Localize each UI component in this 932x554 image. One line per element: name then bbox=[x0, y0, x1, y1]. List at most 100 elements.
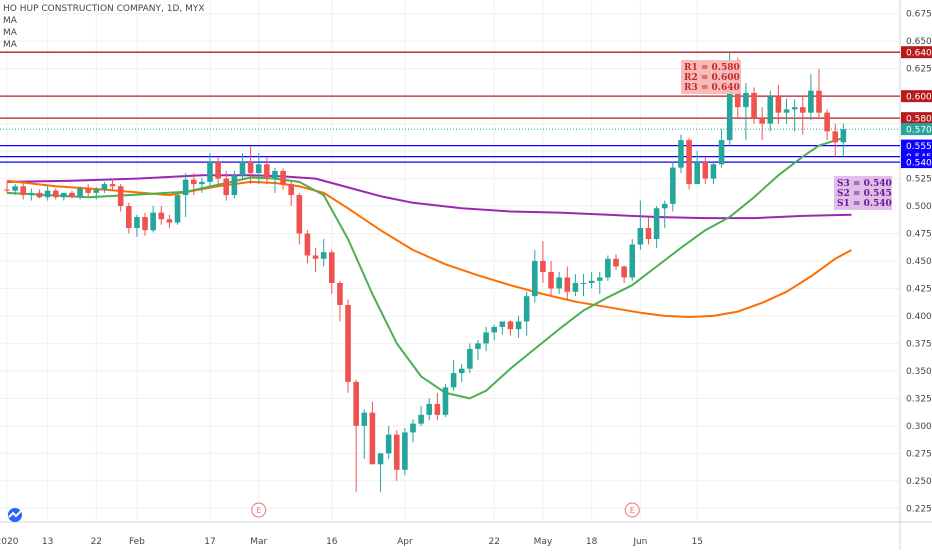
candle-body bbox=[255, 164, 262, 174]
candle-body bbox=[215, 162, 221, 179]
annotation-line: R3 = 0.640 bbox=[684, 83, 740, 93]
candle-body bbox=[304, 233, 311, 256]
candle-body bbox=[369, 412, 376, 465]
candle-body bbox=[653, 208, 660, 240]
candle bbox=[142, 212, 148, 236]
candle-body bbox=[69, 192, 75, 198]
candle-body bbox=[499, 321, 506, 327]
x-tick-label: 2020 bbox=[0, 537, 19, 547]
candle-body bbox=[670, 167, 676, 204]
candle-body bbox=[767, 96, 774, 124]
candle bbox=[385, 425, 392, 459]
x-tick-label: May bbox=[534, 537, 553, 547]
candle-body bbox=[588, 280, 595, 283]
candle-body bbox=[450, 373, 457, 388]
candle bbox=[637, 200, 644, 251]
candles bbox=[4, 52, 847, 492]
candle-body bbox=[613, 258, 619, 267]
candle bbox=[767, 90, 774, 132]
y-tick-label: 0.675 bbox=[906, 10, 932, 20]
annotation-line: R2 = 0.600 bbox=[684, 73, 740, 83]
candle-body bbox=[718, 140, 725, 165]
candle bbox=[653, 206, 660, 248]
candle bbox=[718, 129, 725, 168]
annotation-bg bbox=[834, 176, 892, 210]
candle bbox=[540, 241, 546, 283]
candle bbox=[799, 96, 806, 135]
x-tick-label: Mar bbox=[250, 537, 267, 547]
candle bbox=[369, 401, 376, 465]
candle-body bbox=[36, 192, 43, 198]
y-tick-label: 0.450 bbox=[906, 257, 932, 267]
candle bbox=[694, 151, 700, 185]
candle-body bbox=[117, 186, 124, 207]
candle-body bbox=[280, 170, 286, 185]
candle bbox=[361, 409, 368, 459]
candle bbox=[832, 123, 839, 157]
y-tick-label: 0.400 bbox=[906, 312, 932, 322]
price-tag-r1: 0.580 bbox=[906, 115, 932, 125]
candle bbox=[312, 247, 319, 272]
earnings-marker: E bbox=[251, 502, 267, 518]
candle bbox=[751, 87, 757, 124]
candle bbox=[109, 178, 116, 190]
candle-body bbox=[223, 178, 230, 196]
x-tick-label: 22 bbox=[488, 537, 499, 547]
candle bbox=[491, 324, 497, 341]
candle-body bbox=[572, 282, 579, 292]
candle bbox=[808, 74, 814, 121]
chart-legend: HO HUP CONSTRUCTION COMPANY, 1D, MYX MA … bbox=[3, 3, 205, 51]
candle bbox=[702, 156, 709, 185]
candle-body bbox=[726, 63, 733, 141]
candle-body bbox=[150, 212, 156, 231]
candle bbox=[207, 153, 213, 187]
candle-body bbox=[678, 140, 684, 168]
candle bbox=[588, 271, 595, 289]
candle bbox=[215, 156, 221, 185]
ma-label-2: MA bbox=[3, 28, 17, 38]
candle-body bbox=[158, 212, 165, 220]
candle bbox=[710, 162, 717, 185]
candle-body bbox=[661, 203, 668, 209]
candle bbox=[329, 250, 335, 294]
candle bbox=[775, 85, 782, 124]
candle-body bbox=[515, 321, 522, 330]
candle-body bbox=[28, 192, 35, 196]
x-tick-label: 17 bbox=[204, 537, 215, 547]
candle bbox=[596, 271, 603, 294]
price-tag-s1: 0.540 bbox=[906, 159, 932, 169]
candle bbox=[791, 99, 798, 132]
candle-body bbox=[44, 190, 51, 198]
tradingview-logo-icon[interactable] bbox=[6, 507, 24, 522]
candle bbox=[645, 217, 652, 245]
candle-body bbox=[296, 195, 303, 234]
candle-body bbox=[629, 244, 636, 278]
candle-body bbox=[556, 277, 562, 289]
grid-lines bbox=[0, 0, 900, 522]
candle bbox=[272, 167, 278, 193]
candle-body bbox=[385, 434, 392, 454]
candle bbox=[564, 266, 571, 300]
earnings-circle bbox=[251, 502, 267, 518]
candle-body bbox=[101, 184, 108, 190]
candle-body bbox=[61, 192, 67, 198]
candle bbox=[686, 137, 692, 190]
candle bbox=[36, 189, 43, 199]
candle-body bbox=[702, 162, 709, 179]
candle bbox=[190, 173, 197, 196]
y-tick-label: 0.500 bbox=[906, 202, 932, 212]
x-tick-label: Apr bbox=[397, 537, 413, 547]
candle-body bbox=[207, 162, 213, 182]
candle bbox=[4, 181, 10, 193]
candle bbox=[264, 156, 270, 185]
candle-body bbox=[329, 252, 335, 283]
annotation-line: S1 = 0.540 bbox=[837, 199, 892, 209]
candle-body bbox=[199, 181, 205, 185]
candle-body bbox=[12, 186, 18, 191]
candle bbox=[247, 145, 254, 185]
annotation-line: R1 = 0.580 bbox=[684, 63, 740, 73]
price-tag-last-bg bbox=[901, 123, 932, 136]
